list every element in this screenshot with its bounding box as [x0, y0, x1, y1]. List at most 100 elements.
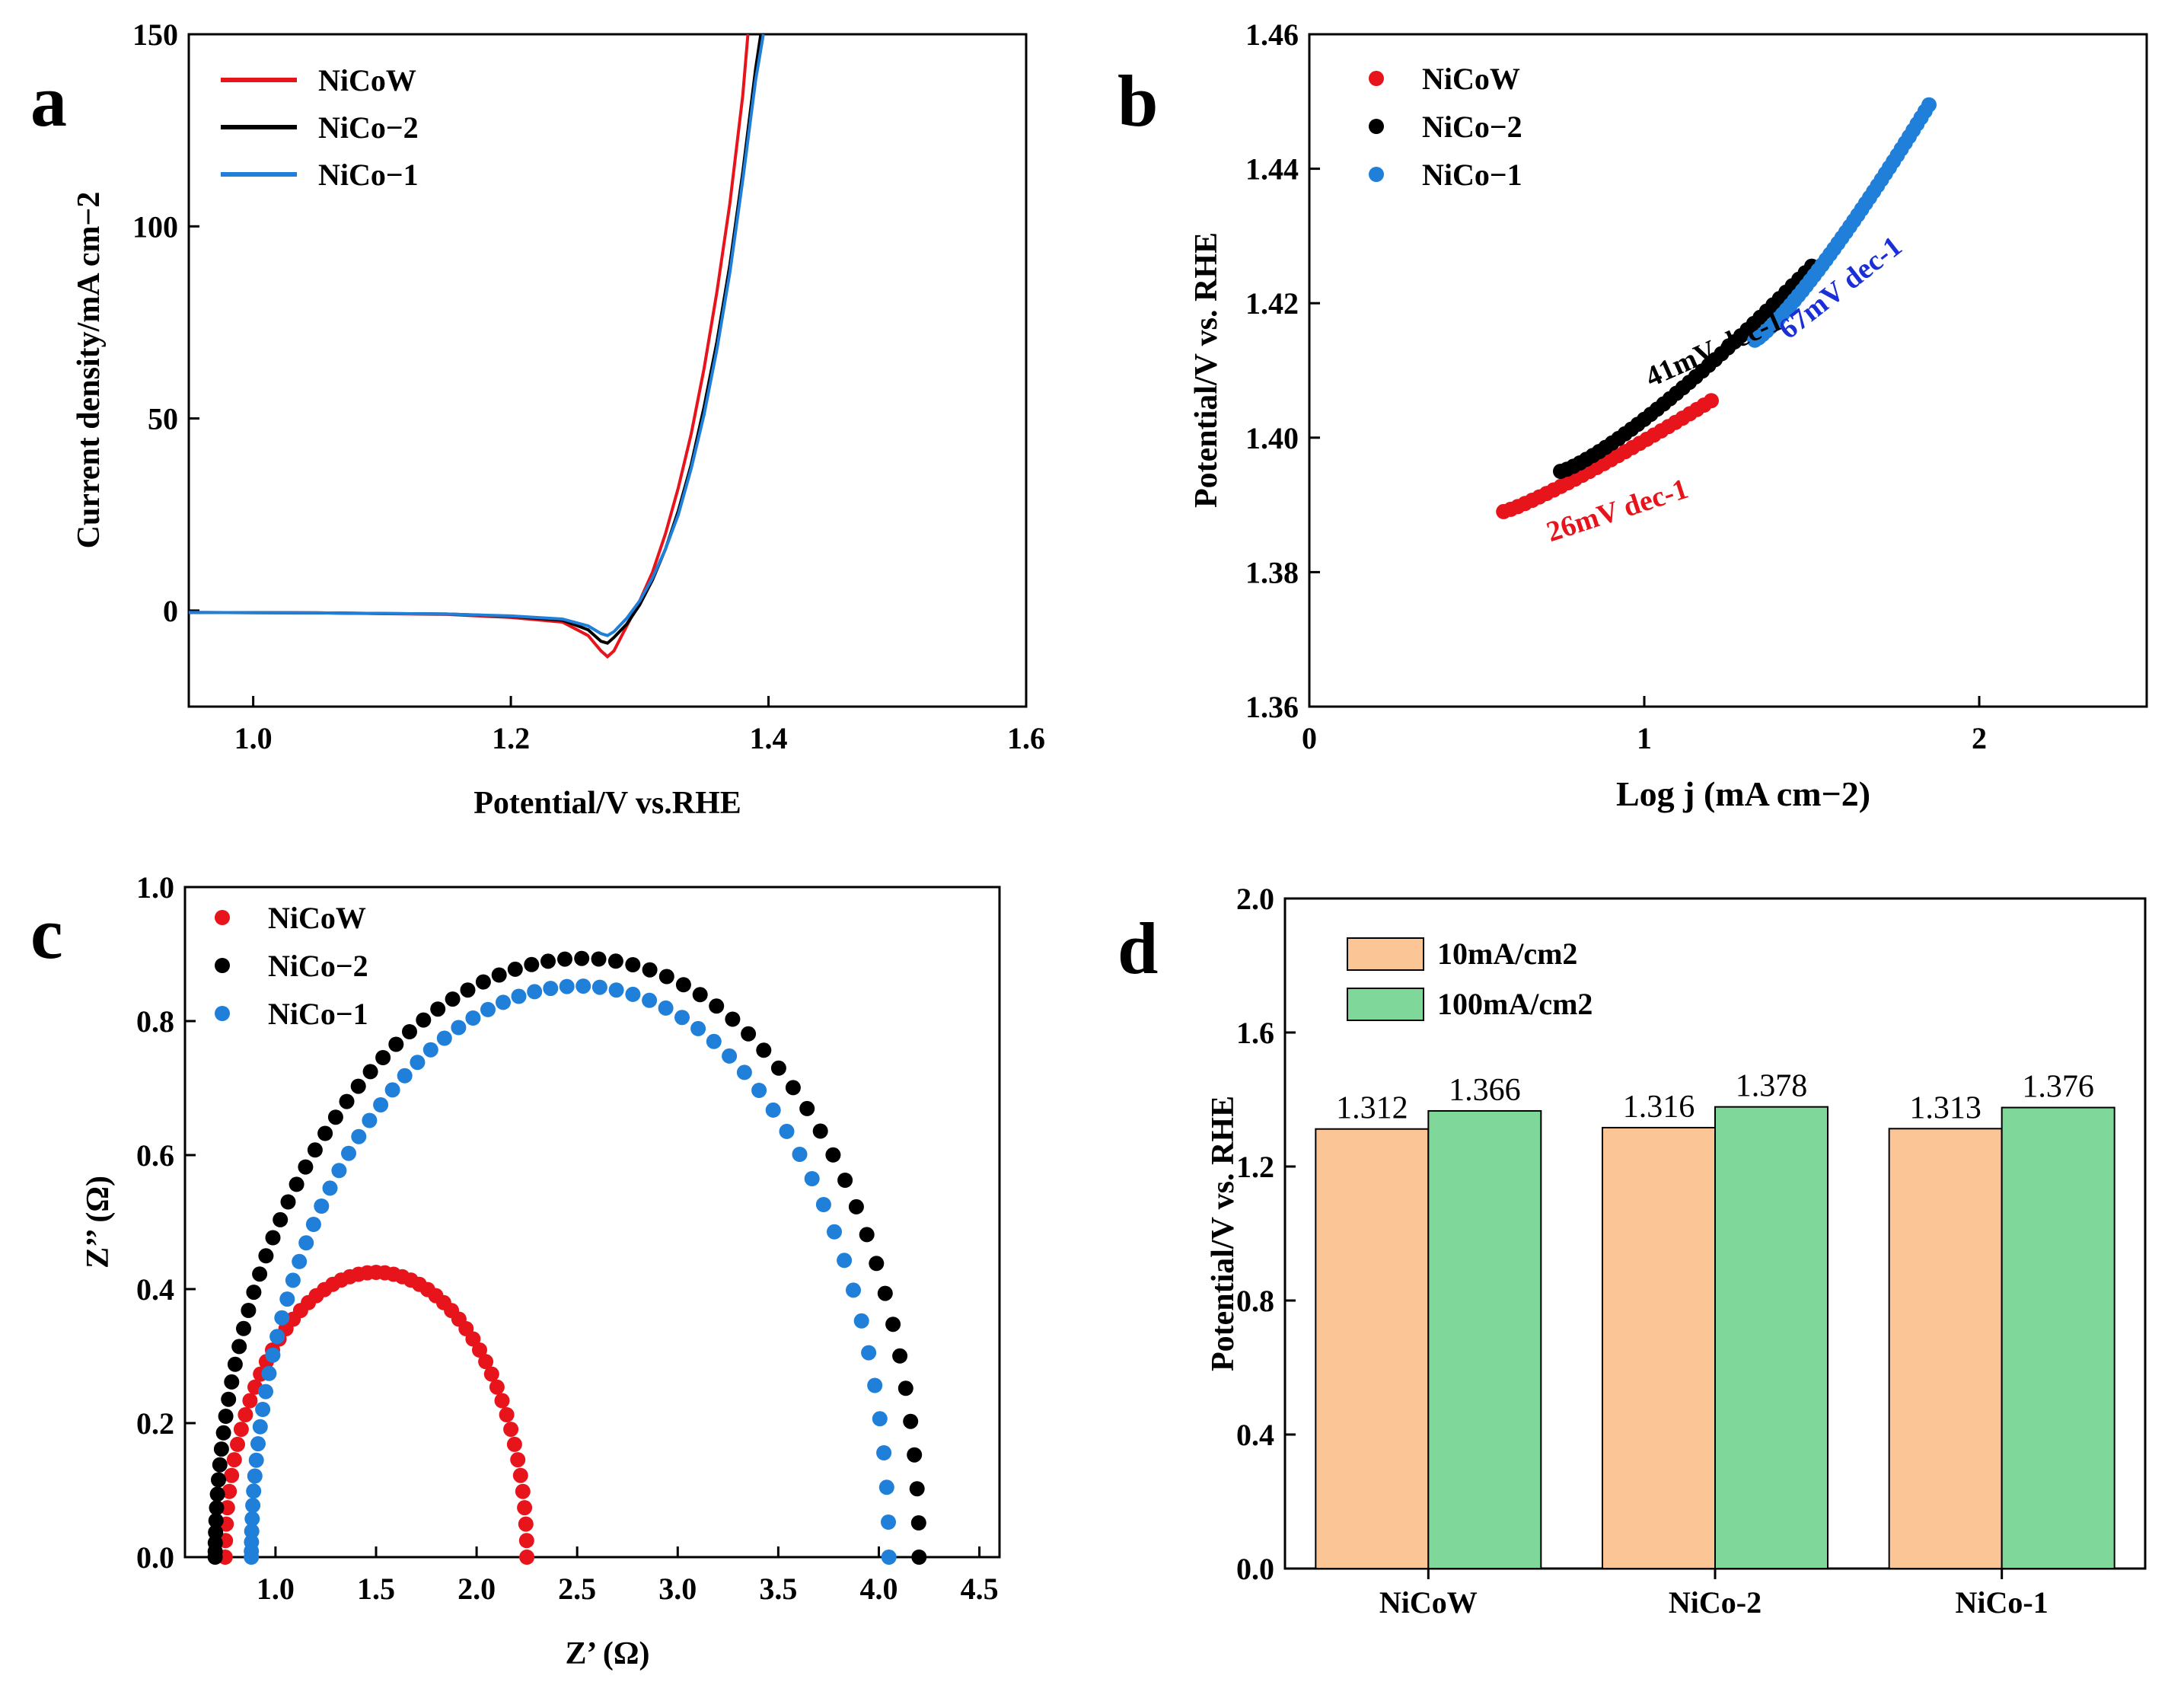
legend-label: NiCo−1	[318, 158, 419, 192]
ytick-label: 150	[132, 18, 178, 52]
chart-b: 1.36 1.38 1.40 1.42 1.44 1.46 0 1 2 41mV dec-126…	[1189, 18, 2148, 813]
point-NiCo1	[265, 1347, 281, 1363]
point-NiCo1	[837, 1253, 853, 1269]
point-NiCoW	[510, 1452, 526, 1468]
point-NiCoW	[494, 1393, 510, 1409]
point-NiCoW	[238, 1407, 253, 1422]
point-NiCo2	[221, 1391, 237, 1407]
point-NiCo1	[792, 1147, 808, 1162]
point-NiCo1	[245, 1498, 261, 1514]
legend-label: NiCoW	[318, 63, 416, 97]
legend-label: NiCoW	[268, 901, 366, 935]
point-NiCo2	[280, 1194, 296, 1210]
point-NiCo2	[869, 1256, 885, 1272]
bar-bar100	[1427, 1109, 1542, 1569]
point-NiCo2	[540, 953, 556, 969]
chart-d-legend: 10mA/cm2 100mA/cm2	[1347, 937, 1593, 1021]
ytick-label: 1.6	[1236, 1016, 1274, 1050]
point-NiCo2	[215, 1425, 231, 1441]
point-NiCoW	[1704, 393, 1719, 409]
point-NiCo2	[557, 951, 572, 967]
point-NiCo2	[658, 969, 674, 985]
point-NiCo1	[867, 1377, 883, 1393]
point-NiCo2	[642, 962, 658, 978]
point-NiCo2	[265, 1230, 281, 1246]
point-NiCo2	[339, 1093, 355, 1109]
point-NiCo1	[511, 988, 527, 1004]
legend-label: 10mA/cm2	[1437, 937, 1577, 971]
chart-c-ticks: 0.0 0.2 0.4 0.6 0.8 1.0 1.0 1.5 2.0 2.5 3.0 3.5 4.0 4…	[136, 870, 999, 1606]
bar-value-label: 1.312	[1336, 1091, 1408, 1126]
chart-b-series	[1496, 97, 1937, 519]
chart-a-frame	[187, 33, 1028, 708]
ytick-label: 0.4	[136, 1272, 174, 1307]
point-NiCo2	[859, 1227, 875, 1243]
point-NiCo1	[250, 1436, 266, 1452]
point-NiCo1	[410, 1055, 426, 1071]
point-NiCo2	[388, 1036, 404, 1052]
point-NiCo2	[475, 974, 491, 990]
slope-annotation: 41mV dec-1	[1640, 305, 1787, 394]
chart-c: 0.0 0.2 0.4 0.6 0.8 1.0 1.0 1.5 2.0 2.5 3.0 3.5 4.0 4…	[81, 870, 1001, 1671]
chart-a-legend: NiCoW NiCo−2 NiCo−1	[221, 63, 419, 192]
point-NiCo2	[903, 1413, 919, 1429]
point-NiCo1	[642, 992, 658, 1008]
legend-label: NiCo−2	[318, 110, 419, 145]
xtick-label: 1.6	[1007, 721, 1045, 755]
chart-d-ylabel: Potential/V vs. RHE	[1206, 1096, 1241, 1371]
point-NiCoW	[483, 1366, 499, 1382]
point-NiCo1	[255, 1402, 271, 1417]
point-NiCo1	[351, 1128, 367, 1144]
point-NiCo1	[244, 1511, 260, 1527]
chart-b-frame	[1308, 33, 2148, 708]
legend-marker	[1369, 119, 1384, 134]
point-NiCo1	[322, 1180, 338, 1196]
point-NiCoW	[518, 1533, 534, 1549]
point-NiCo2	[770, 1060, 786, 1076]
bar-value-label: 1.313	[1909, 1090, 1982, 1125]
chart-d-ticks: 0.0 0.4 0.8 1.2 1.6 2.0 NiCoW NiCo-2 NiCo-1	[1236, 882, 2048, 1620]
point-NiCoW	[478, 1354, 494, 1370]
xtick-label: 3.5	[759, 1572, 797, 1606]
point-NiCo2	[252, 1266, 268, 1282]
point-NiCoW	[499, 1407, 515, 1422]
point-NiCo1	[246, 1483, 262, 1499]
point-NiCo1	[751, 1083, 767, 1098]
point-NiCo2	[848, 1198, 864, 1214]
point-NiCo2	[307, 1142, 323, 1158]
point-NiCo2	[327, 1109, 343, 1125]
point-NiCo2	[837, 1173, 853, 1188]
point-NiCo2	[362, 1064, 378, 1080]
point-NiCo2	[246, 1285, 262, 1301]
point-NiCo2	[825, 1147, 841, 1163]
point-NiCo2	[402, 1024, 417, 1039]
point-NiCo2	[799, 1100, 815, 1116]
point-NiCo1	[559, 978, 575, 994]
point-NiCo1	[690, 1020, 706, 1036]
point-NiCo2	[507, 961, 523, 977]
chart-c-xlabel: Z’ (Ω)	[566, 1636, 650, 1671]
point-NiCo1	[261, 1365, 277, 1381]
legend-label: NiCoW	[1422, 62, 1520, 96]
point-NiCo2	[524, 956, 540, 972]
point-NiCo1	[269, 1329, 285, 1345]
bar-bar10	[1315, 1128, 1430, 1569]
bar-bar10	[1888, 1128, 2003, 1569]
point-NiCo1	[341, 1145, 356, 1161]
chart-a-xlabel: Potential/V vs.RHE	[473, 786, 741, 821]
point-NiCo2	[898, 1380, 913, 1396]
point-NiCo2	[211, 1472, 226, 1488]
ytick-label: 1.36	[1245, 690, 1299, 724]
point-NiCo1	[878, 1479, 894, 1495]
point-NiCo2	[445, 991, 461, 1007]
point-NiCo1	[285, 1272, 301, 1288]
point-NiCoW	[242, 1393, 258, 1409]
point-NiCo1	[373, 1097, 389, 1112]
point-NiCo2	[213, 1441, 229, 1457]
bar-value-label: 1.378	[1736, 1069, 1808, 1104]
point-NiCoW	[515, 1483, 531, 1499]
point-NiCo1	[422, 1042, 438, 1058]
chart-c-frame	[183, 886, 1001, 1559]
point-NiCo1	[853, 1313, 869, 1329]
